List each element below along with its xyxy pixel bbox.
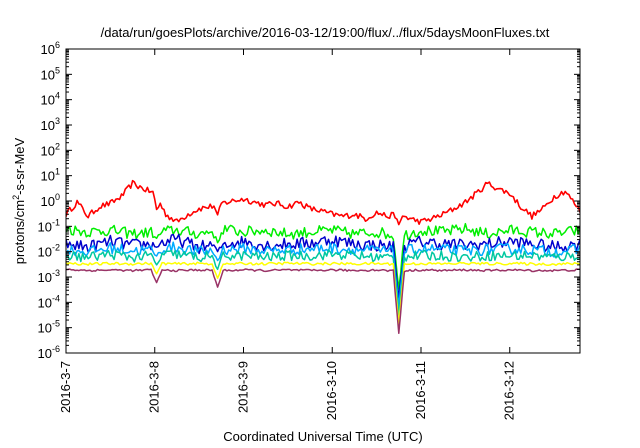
- x-axis: 2016-3-7 2016-3-8 2016-3-9 2016-3-10 2016-3-…: [58, 49, 517, 420]
- y-tick-label: 104: [41, 91, 60, 108]
- x-tick-label: 2016-3-8: [147, 361, 162, 413]
- x-tick-label: 2016-3-11: [413, 361, 428, 419]
- y-tick-label: 100: [41, 192, 60, 209]
- y-tick-label: 106: [41, 40, 60, 57]
- y-tick-label: 103: [41, 116, 60, 133]
- x-tick-label: 2016-3-12: [502, 361, 517, 420]
- plot-frame: [65, 48, 581, 354]
- series-line-3: [66, 233, 580, 299]
- y-tick-label: 102: [41, 141, 60, 158]
- y-axis-title: protons/cm2-s-sr-MeV: [11, 137, 27, 264]
- y-tick-label: 10-4: [38, 293, 60, 310]
- series-line-1: [66, 179, 580, 226]
- x-axis-title: Coordinated Universal Time (UTC): [223, 429, 422, 444]
- series-line-6: [66, 261, 580, 326]
- series-line-7: [66, 268, 580, 335]
- y-tick-label: 10-1: [38, 217, 60, 234]
- x-tick-label: 2016-3-9: [235, 361, 250, 413]
- y-tick-label: 10-2: [38, 243, 60, 260]
- y-tick-label: 10-6: [38, 344, 60, 361]
- series-line-4: [66, 241, 580, 308]
- y-tick-label: 105: [41, 65, 60, 82]
- y-tick-label: 10-3: [38, 268, 60, 285]
- y-axis: 10-6 10-5 10-4 10-3 10-2 10-1 100 101 102 103 104 1…: [38, 40, 580, 361]
- x-tick-label: 2016-3-10: [324, 361, 339, 420]
- y-tick-label: 101: [41, 167, 60, 184]
- y-tick-label: 10-5: [38, 319, 60, 336]
- series-line-2: [66, 222, 580, 290]
- chart-title: /data/run/goesPlots/archive/2016-03-12/1…: [101, 25, 550, 40]
- x-tick-label: 2016-3-7: [58, 361, 73, 413]
- series-layer: [66, 179, 580, 335]
- series-line-5: [66, 249, 580, 317]
